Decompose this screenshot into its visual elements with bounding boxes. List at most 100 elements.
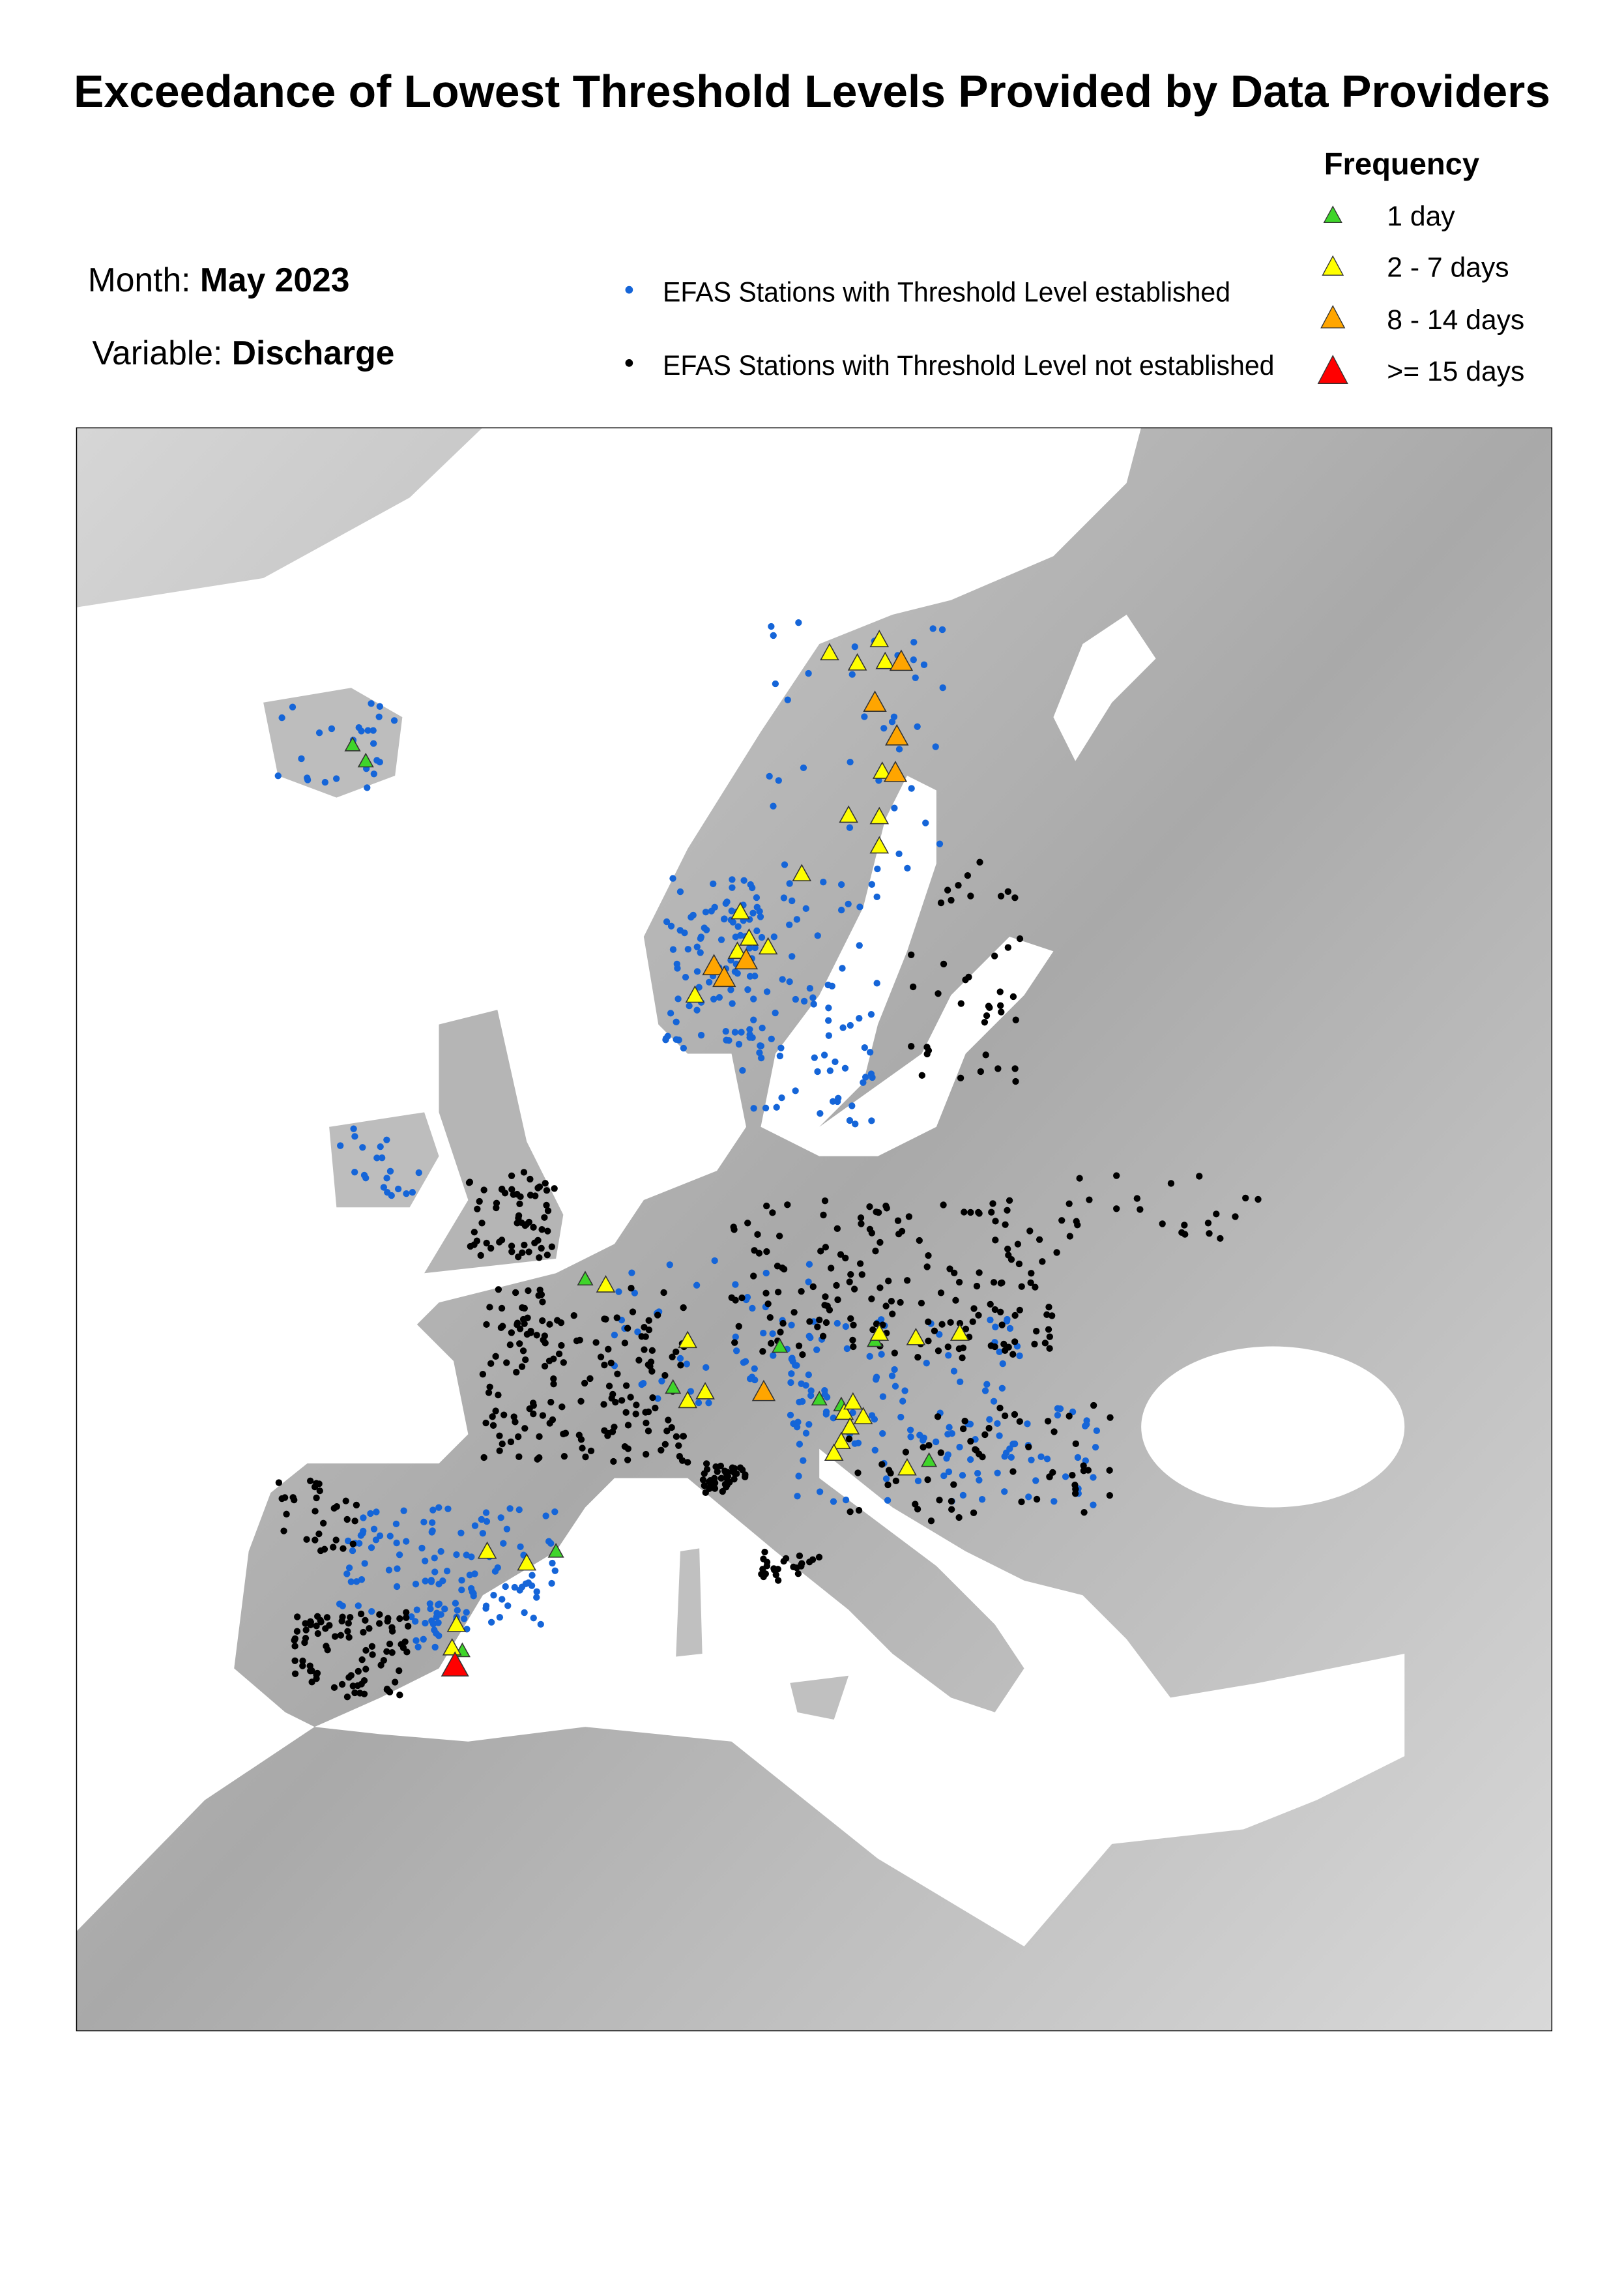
station-dot-threshold-established[interactable] <box>732 1333 739 1341</box>
station-dot-threshold-established[interactable] <box>959 1472 966 1479</box>
station-dot-threshold-not-established[interactable] <box>316 1487 323 1495</box>
station-dot-threshold-established[interactable] <box>278 714 285 722</box>
station-dot-threshold-not-established[interactable] <box>496 1432 503 1439</box>
station-dot-threshold-not-established[interactable] <box>575 1431 583 1439</box>
station-dot-threshold-not-established[interactable] <box>522 1356 529 1364</box>
station-dot-threshold-established[interactable] <box>435 1580 442 1588</box>
station-dot-threshold-not-established[interactable] <box>956 1319 964 1327</box>
station-dot-threshold-established[interactable] <box>400 1507 407 1514</box>
station-dot-threshold-not-established[interactable] <box>866 1203 873 1210</box>
station-dot-threshold-not-established[interactable] <box>345 1634 353 1641</box>
station-dot-threshold-established[interactable] <box>667 922 675 930</box>
exceedance-marker-1-day[interactable] <box>577 1270 594 1286</box>
station-dot-threshold-not-established[interactable] <box>539 1317 546 1325</box>
station-dot-threshold-established[interactable] <box>770 632 777 639</box>
station-dot-threshold-not-established[interactable] <box>602 1315 609 1323</box>
station-dot-threshold-not-established[interactable] <box>582 1453 589 1461</box>
exceedance-marker-8-14-days[interactable] <box>734 948 759 970</box>
station-dot-threshold-established[interactable] <box>939 684 946 692</box>
station-dot-threshold-not-established[interactable] <box>809 1556 817 1563</box>
station-dot-threshold-established[interactable] <box>370 740 377 747</box>
station-dot-threshold-established[interactable] <box>358 727 365 735</box>
station-dot-threshold-established[interactable] <box>798 1380 805 1387</box>
station-dot-threshold-not-established[interactable] <box>492 1407 499 1414</box>
station-dot-threshold-established[interactable] <box>746 945 753 952</box>
station-dot-threshold-not-established[interactable] <box>521 1222 529 1229</box>
station-dot-threshold-established[interactable] <box>842 1496 850 1504</box>
station-dot-threshold-established[interactable] <box>1051 1498 1058 1505</box>
station-dot-threshold-established[interactable] <box>1001 1453 1008 1460</box>
station-dot-threshold-not-established[interactable] <box>645 1428 652 1435</box>
station-dot-threshold-established[interactable] <box>676 888 684 896</box>
station-dot-threshold-established[interactable] <box>1090 1474 1097 1481</box>
station-dot-threshold-not-established[interactable] <box>833 1282 840 1289</box>
exceedance-marker-1-day[interactable] <box>772 1338 789 1353</box>
station-dot-threshold-established[interactable] <box>693 943 701 950</box>
station-dot-threshold-established[interactable] <box>839 965 846 972</box>
station-dot-threshold-not-established[interactable] <box>961 1209 968 1216</box>
station-dot-threshold-not-established[interactable] <box>360 1628 367 1636</box>
station-dot-threshold-not-established[interactable] <box>1106 1491 1114 1499</box>
station-dot-threshold-established[interactable] <box>409 1188 416 1196</box>
station-dot-threshold-not-established[interactable] <box>1084 1467 1092 1474</box>
station-dot-threshold-established[interactable] <box>735 1040 743 1048</box>
station-dot-threshold-not-established[interactable] <box>976 858 983 866</box>
exceedance-marker-8-14-days[interactable] <box>702 954 726 976</box>
station-dot-threshold-established[interactable] <box>615 1288 622 1295</box>
station-dot-threshold-established[interactable] <box>740 877 747 884</box>
station-dot-threshold-not-established[interactable] <box>611 1424 618 1431</box>
exceedance-marker-2-7-days[interactable] <box>906 1328 926 1345</box>
station-dot-threshold-not-established[interactable] <box>699 1476 707 1484</box>
station-dot-threshold-established[interactable] <box>856 1015 863 1022</box>
station-dot-threshold-not-established[interactable] <box>908 1042 915 1050</box>
station-dot-threshold-not-established[interactable] <box>614 1370 621 1377</box>
station-dot-threshold-established[interactable] <box>994 1469 1001 1476</box>
station-dot-threshold-established[interactable] <box>757 913 764 920</box>
station-dot-threshold-not-established[interactable] <box>776 1233 783 1240</box>
station-dot-threshold-not-established[interactable] <box>558 1341 565 1349</box>
station-dot-threshold-established[interactable] <box>529 1572 536 1579</box>
station-dot-threshold-not-established[interactable] <box>857 1214 865 1222</box>
station-dot-threshold-not-established[interactable] <box>1090 1401 1097 1409</box>
station-dot-threshold-established[interactable] <box>379 1154 386 1162</box>
station-dot-threshold-not-established[interactable] <box>641 1323 648 1331</box>
station-dot-threshold-established[interactable] <box>431 1555 438 1562</box>
station-dot-threshold-established[interactable] <box>796 1441 804 1448</box>
station-dot-threshold-established[interactable] <box>487 1619 495 1626</box>
station-dot-threshold-established[interactable] <box>431 1643 439 1651</box>
station-dot-threshold-not-established[interactable] <box>1080 1508 1088 1516</box>
station-dot-threshold-established[interactable] <box>403 1538 410 1545</box>
station-dot-threshold-established[interactable] <box>795 1473 802 1480</box>
station-dot-threshold-established[interactable] <box>674 995 682 1003</box>
station-dot-threshold-established[interactable] <box>805 1261 813 1268</box>
station-dot-threshold-established[interactable] <box>843 1345 851 1353</box>
station-dot-threshold-not-established[interactable] <box>351 1689 358 1697</box>
station-dot-threshold-established[interactable] <box>897 1413 905 1421</box>
station-dot-threshold-not-established[interactable] <box>1009 1468 1017 1475</box>
station-dot-threshold-established[interactable] <box>463 1609 470 1616</box>
station-dot-threshold-not-established[interactable] <box>1004 944 1011 951</box>
station-dot-threshold-established[interactable] <box>760 1329 767 1337</box>
station-dot-threshold-not-established[interactable] <box>544 1252 551 1259</box>
station-dot-threshold-not-established[interactable] <box>925 1338 932 1345</box>
station-dot-threshold-established[interactable] <box>413 1606 421 1613</box>
station-dot-threshold-established[interactable] <box>683 1360 690 1368</box>
station-dot-threshold-established[interactable] <box>832 1058 839 1066</box>
station-dot-threshold-not-established[interactable] <box>576 1336 583 1344</box>
station-dot-threshold-not-established[interactable] <box>555 1350 563 1358</box>
station-dot-threshold-established[interactable] <box>344 1537 352 1545</box>
station-dot-threshold-established[interactable] <box>852 1121 859 1128</box>
station-dot-threshold-not-established[interactable] <box>738 1294 746 1302</box>
station-dot-threshold-established[interactable] <box>723 1036 730 1044</box>
station-dot-threshold-not-established[interactable] <box>676 1453 683 1460</box>
station-dot-threshold-not-established[interactable] <box>714 1468 721 1475</box>
station-dot-threshold-established[interactable] <box>862 1074 869 1081</box>
station-dot-threshold-not-established[interactable] <box>648 1347 656 1355</box>
station-dot-threshold-established[interactable] <box>695 1399 703 1407</box>
station-dot-threshold-established[interactable] <box>1092 1444 1099 1451</box>
station-dot-threshold-established[interactable] <box>1037 1453 1045 1461</box>
station-dot-threshold-not-established[interactable] <box>1080 1462 1087 1469</box>
station-dot-threshold-not-established[interactable] <box>605 1383 613 1390</box>
station-dot-threshold-not-established[interactable] <box>1004 1207 1011 1214</box>
station-dot-threshold-not-established[interactable] <box>658 1446 665 1454</box>
